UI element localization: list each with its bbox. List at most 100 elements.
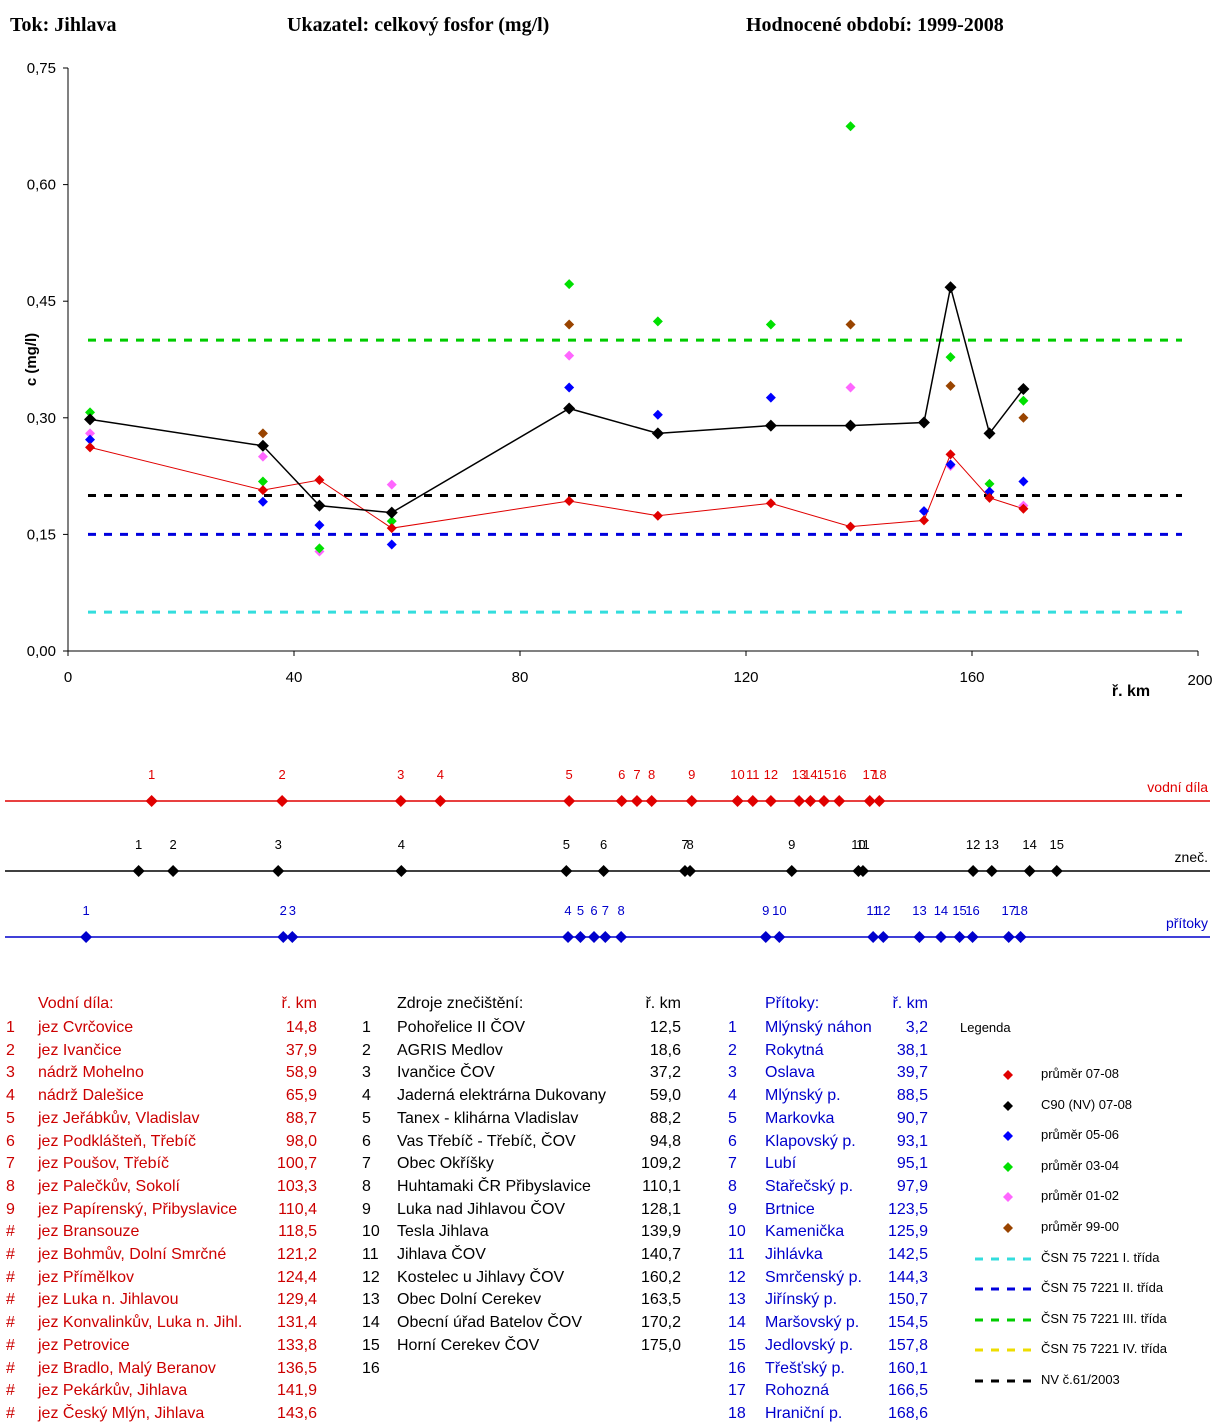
x-tick-label: 200 — [1187, 672, 1212, 689]
strip-marker — [731, 795, 744, 807]
table-row-number: 9 — [728, 1200, 737, 1218]
table-row-name: jez Bradlo, Malý Beranov — [38, 1359, 216, 1377]
table-row-km: 39,7 — [896, 1064, 928, 1082]
table-row-number: 4 — [728, 1087, 737, 1105]
table-row-number: 5 — [6, 1109, 15, 1127]
table-row-km: 88,2 — [649, 1109, 681, 1127]
table-row-name: Oslava — [765, 1064, 815, 1082]
strip-number: 2 — [280, 903, 287, 918]
strip-number: 9 — [788, 837, 795, 852]
table-row-km: 59,0 — [649, 1087, 681, 1105]
table-row-km: 123,5 — [887, 1200, 928, 1218]
table-row-number: 8 — [362, 1177, 371, 1195]
table-row-name: jez Podklášteň, Třebíč — [38, 1132, 197, 1150]
table-row-number: # — [6, 1291, 15, 1309]
table-row-number: 12 — [362, 1268, 380, 1286]
data-point — [652, 316, 663, 327]
data-point — [945, 352, 956, 363]
data-point — [917, 416, 930, 429]
strip-number: 6 — [618, 767, 625, 782]
table-row-name: Mlýnský p. — [765, 1087, 841, 1105]
data-point — [765, 319, 776, 330]
data-point — [984, 478, 995, 489]
legend-label: NV č.61/2003 — [1041, 1372, 1120, 1387]
strip-number: 15 — [1050, 837, 1064, 852]
strip-marker — [588, 931, 601, 943]
strip-number: 16 — [965, 903, 979, 918]
table-row-number: 9 — [6, 1200, 15, 1218]
data-point — [563, 402, 576, 415]
strip-marker — [560, 865, 573, 877]
legend-label: ČSN 75 7221 II. třída — [1041, 1280, 1164, 1296]
table-row-number: 1 — [728, 1019, 737, 1036]
x-tick-label: 40 — [286, 669, 303, 686]
data-point — [564, 279, 575, 290]
y-tick-label: 0,00 — [27, 643, 56, 660]
table-row-number: 12 — [728, 1268, 746, 1286]
table-row-number: # — [6, 1268, 15, 1286]
legend-swatch — [975, 1371, 1035, 1391]
table-row-km: 100,7 — [276, 1155, 317, 1173]
strip-number: 11 — [866, 903, 880, 918]
table-row-name: jez Poušov, Třebíč — [38, 1155, 170, 1173]
strip-marker — [966, 931, 979, 943]
y-tick-label: 0,75 — [27, 60, 56, 77]
strip-marker — [764, 795, 777, 807]
strip-marker — [856, 865, 869, 877]
river-title: Tok: Jihlava — [10, 14, 117, 36]
data-point — [844, 419, 857, 432]
strip-marker — [913, 931, 926, 943]
table-row-km: 3,2 — [905, 1019, 928, 1036]
strip-number: 15 — [952, 903, 966, 918]
legend-marker — [1003, 1070, 1013, 1080]
table-row-km: 141,9 — [276, 1382, 317, 1400]
table-row-name: Ivančice ČOV — [397, 1064, 495, 1082]
strip-number: 16 — [832, 767, 846, 782]
y-tick-label: 0,60 — [27, 177, 56, 194]
strip-number: 11 — [746, 767, 760, 782]
y-tick-label: 0,15 — [27, 526, 56, 543]
data-point — [564, 382, 575, 393]
data-point — [765, 498, 776, 509]
strip-marker — [863, 795, 876, 807]
table-row-name: Pohořelice II ČOV — [397, 1019, 526, 1036]
data-point — [256, 439, 269, 452]
data-point — [651, 427, 664, 440]
table-row-km: 65,9 — [285, 1087, 317, 1105]
strip-number: 17 — [863, 767, 877, 782]
table-row-name: Kamenička — [765, 1223, 845, 1241]
table-km-header: ř. km — [281, 995, 317, 1012]
table-row-number: 16 — [362, 1359, 380, 1377]
strip-marker — [953, 931, 966, 943]
data-point — [918, 506, 929, 517]
strip-marker — [967, 865, 980, 877]
data-point — [386, 539, 397, 550]
table-row-name: Rokytná — [765, 1041, 824, 1059]
strip-number: 7 — [681, 837, 688, 852]
table-row-number: 11 — [728, 1246, 745, 1263]
table-row-name: jez Jeřábkův, Vladislav — [38, 1109, 200, 1127]
table-row-name: Jaderná elektrárna Dukovany — [397, 1087, 607, 1105]
strip-number: 5 — [563, 837, 570, 852]
strip-number: 5 — [577, 903, 584, 918]
data-point — [85, 442, 96, 453]
table-row-name: Lubí — [765, 1155, 797, 1173]
table-title: Přítoky: — [765, 995, 820, 1012]
x-tick-label: 120 — [733, 669, 758, 686]
table-row-name: jez Pekárkův, Jihlava — [38, 1382, 188, 1400]
strip-number: 6 — [600, 837, 607, 852]
strip-marker — [286, 931, 299, 943]
table-row-km: 93,1 — [896, 1132, 928, 1150]
table-row-km: 166,5 — [887, 1382, 928, 1400]
table-row-name: jez Luka n. Jihlavou — [38, 1291, 179, 1309]
data-point — [1018, 412, 1029, 423]
strip-marker — [873, 795, 886, 807]
table-row-number: 4 — [362, 1087, 371, 1105]
table-row-name: Obec Okříšky — [397, 1155, 494, 1173]
strip-number: 14 — [934, 903, 948, 918]
table-row-km: 154,5 — [887, 1314, 928, 1332]
strip-number: 3 — [397, 767, 404, 782]
strip-marker — [934, 931, 947, 943]
table-row-number: 8 — [728, 1177, 737, 1195]
data-point — [944, 281, 957, 294]
